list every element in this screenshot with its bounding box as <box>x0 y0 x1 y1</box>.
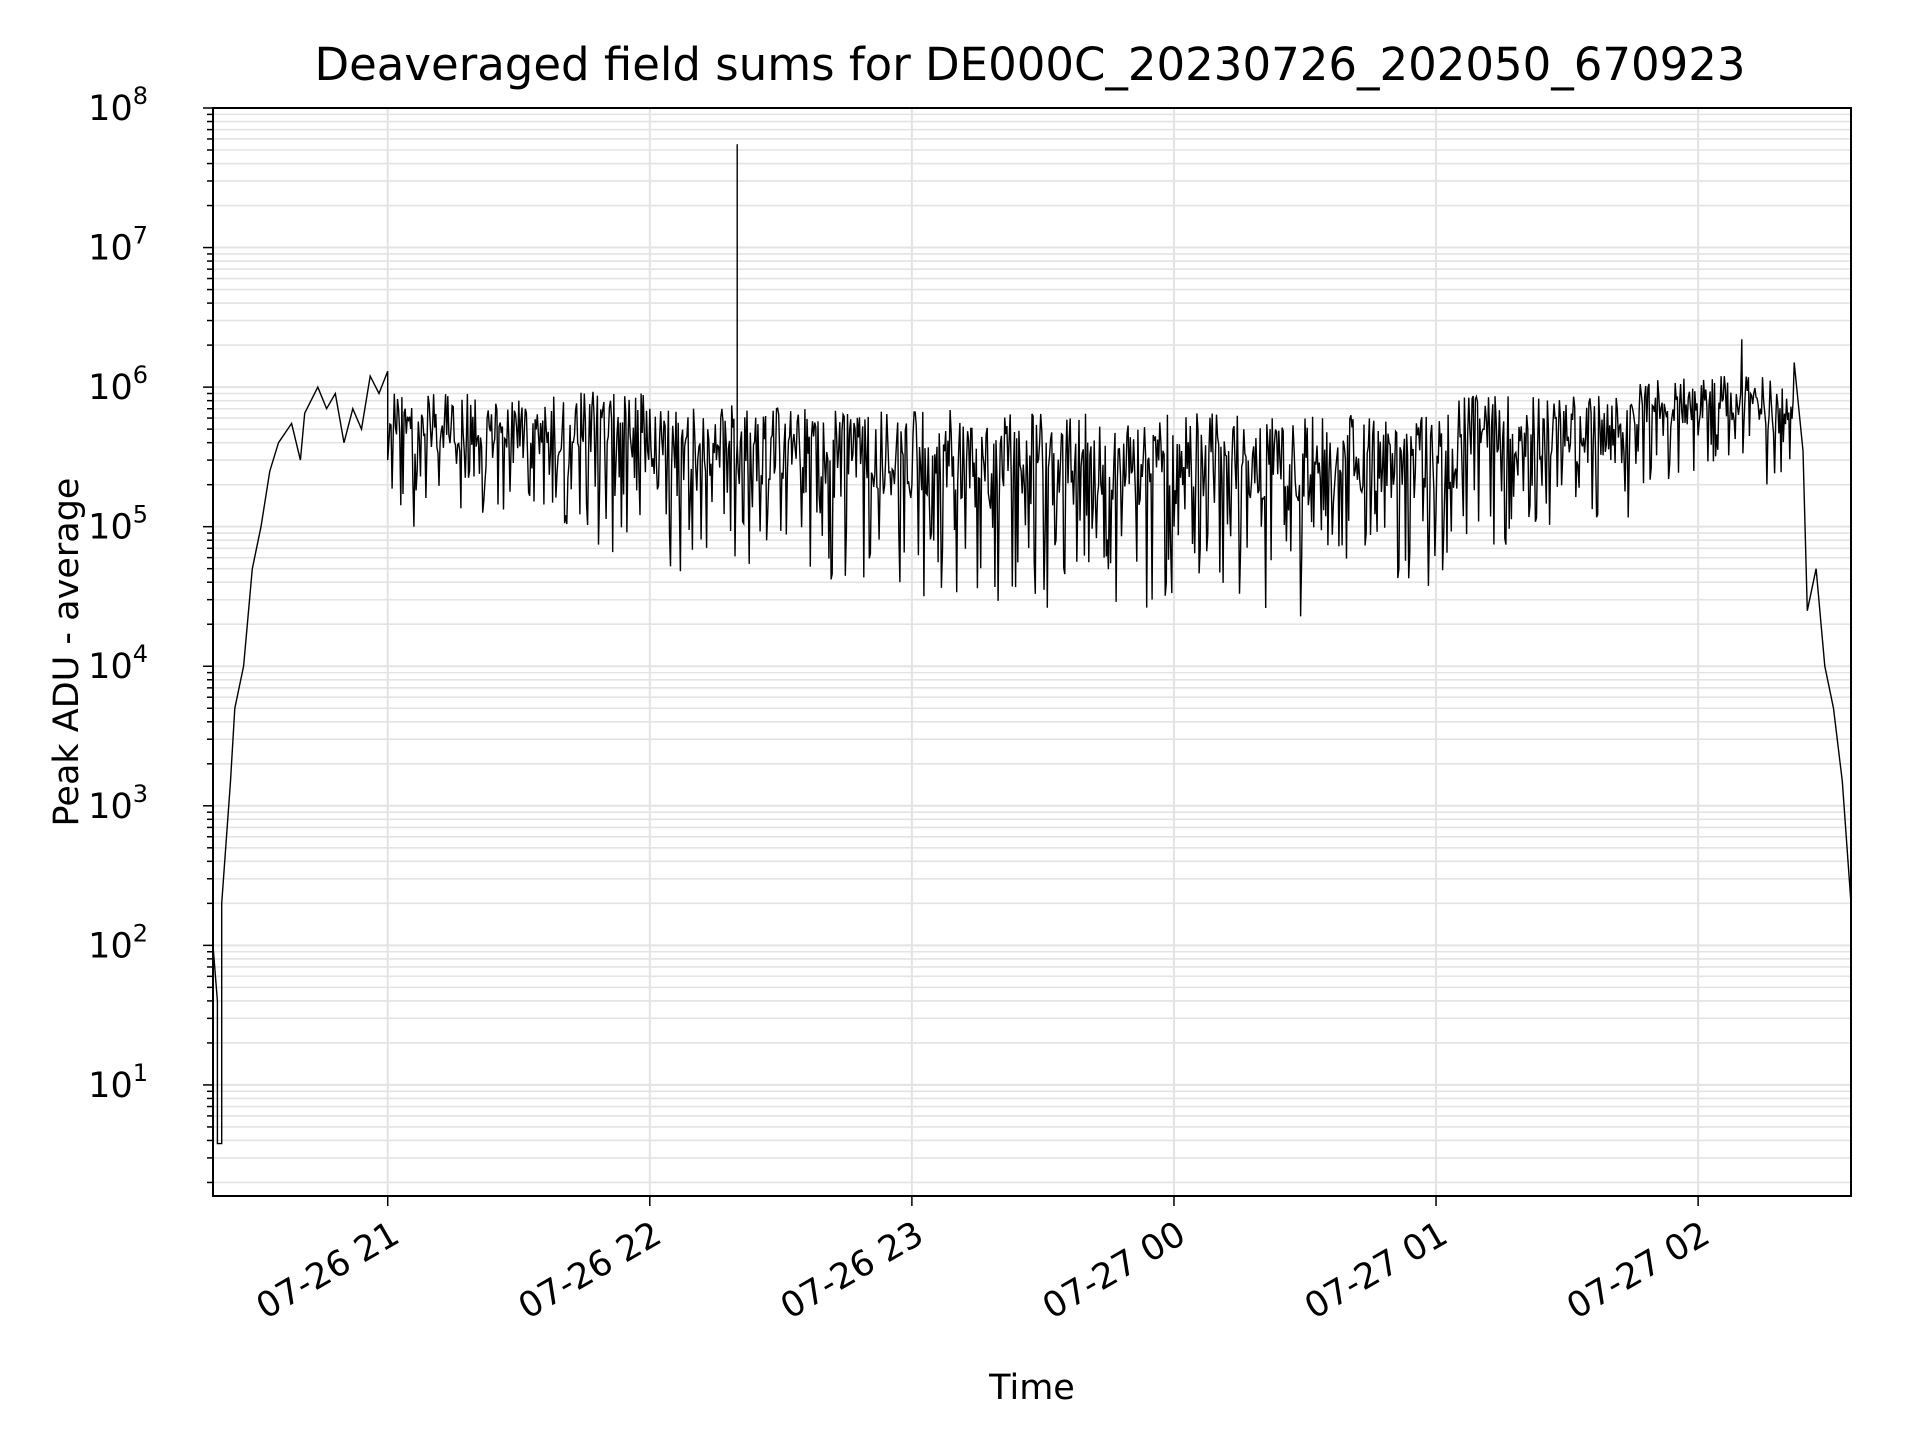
x-tick-label: 07-26 22 <box>512 1214 668 1327</box>
y-tick-label: 104 <box>88 640 148 687</box>
x-tick-label: 07-27 01 <box>1298 1214 1454 1327</box>
x-tick-label: 07-26 21 <box>250 1214 406 1327</box>
plot-frame <box>212 107 1852 1197</box>
series-path <box>212 144 1852 1145</box>
y-tick-label: 103 <box>88 780 148 827</box>
x-tick-label: 07-27 02 <box>1560 1214 1716 1327</box>
y-tick-label: 108 <box>88 82 148 129</box>
y-tick-label: 106 <box>88 361 148 408</box>
y-axis-label: Peak ADU - average <box>47 478 87 827</box>
x-tick-label: 07-26 23 <box>774 1214 930 1327</box>
y-tick-label: 101 <box>88 1059 148 1106</box>
grid-lines <box>213 107 1851 1196</box>
x-tick-label: 07-27 00 <box>1036 1214 1192 1327</box>
series-line <box>212 144 1852 1145</box>
y-tick-label: 105 <box>88 501 148 548</box>
x-axis-label: Time <box>988 1368 1075 1408</box>
chart-title: Deaveraged field sums for DE000C_2023072… <box>314 38 1745 91</box>
y-tick-label: 102 <box>88 919 148 966</box>
y-tick-label: 107 <box>88 222 148 269</box>
